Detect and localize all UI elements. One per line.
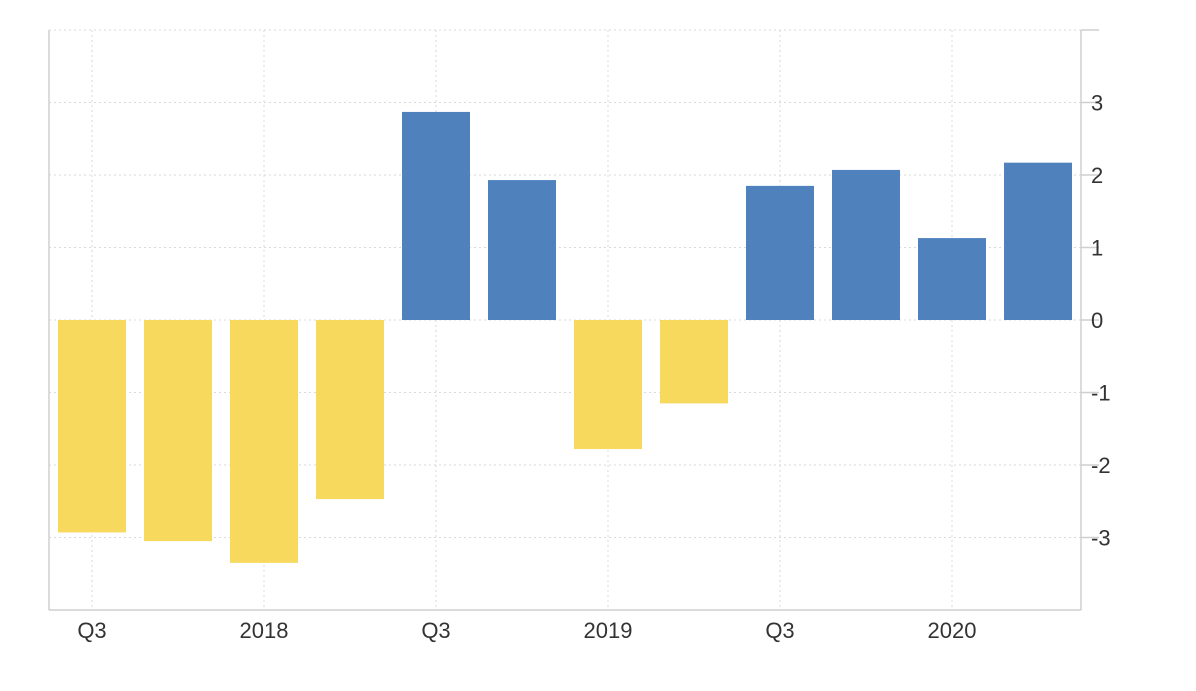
- y-tick-label: 3: [1091, 91, 1103, 116]
- x-tick-label: 2020: [928, 618, 977, 643]
- bar-negative: [58, 320, 126, 533]
- bar-positive: [746, 185, 814, 320]
- bar-positive: [488, 180, 556, 320]
- axes: [48, 29, 1099, 611]
- x-tick-label: Q3: [421, 618, 450, 643]
- tick-labels: 3 2 1 0 -1 -2 -3 Q3 2018 Q3 2019 Q3 2020: [77, 91, 1110, 644]
- x-tick-label: 2019: [584, 618, 633, 643]
- bar-negative: [574, 320, 642, 450]
- x-tick-label: Q3: [77, 618, 106, 643]
- bar-negative: [144, 320, 212, 542]
- bar-negative: [230, 320, 298, 563]
- bars: [58, 111, 1072, 563]
- bar-positive: [918, 238, 986, 320]
- y-tick-label: 2: [1091, 163, 1103, 188]
- bar-negative: [316, 320, 384, 500]
- x-tick-label: 2018: [240, 618, 289, 643]
- bar-positive: [832, 169, 900, 320]
- bar-positive: [402, 111, 470, 320]
- bar-positive: [1004, 162, 1072, 320]
- y-tick-label: 1: [1091, 236, 1103, 261]
- y-tick-label: 0: [1091, 308, 1103, 333]
- y-tick-label: -1: [1091, 381, 1111, 406]
- x-tick-label: Q3: [765, 618, 794, 643]
- y-tick-label: -2: [1091, 453, 1111, 478]
- bar-negative: [660, 320, 728, 404]
- y-tick-label: -3: [1091, 526, 1111, 551]
